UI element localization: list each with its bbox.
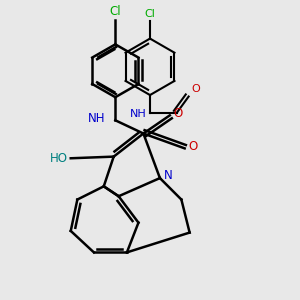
Text: O: O — [188, 140, 197, 153]
Text: HO: HO — [50, 152, 68, 165]
Text: O: O — [192, 84, 200, 94]
Text: NH: NH — [87, 112, 105, 125]
Text: Cl: Cl — [110, 5, 121, 18]
Text: NH: NH — [130, 110, 146, 119]
Text: N: N — [164, 169, 173, 182]
Text: O: O — [173, 107, 183, 120]
Text: Cl: Cl — [145, 9, 155, 19]
